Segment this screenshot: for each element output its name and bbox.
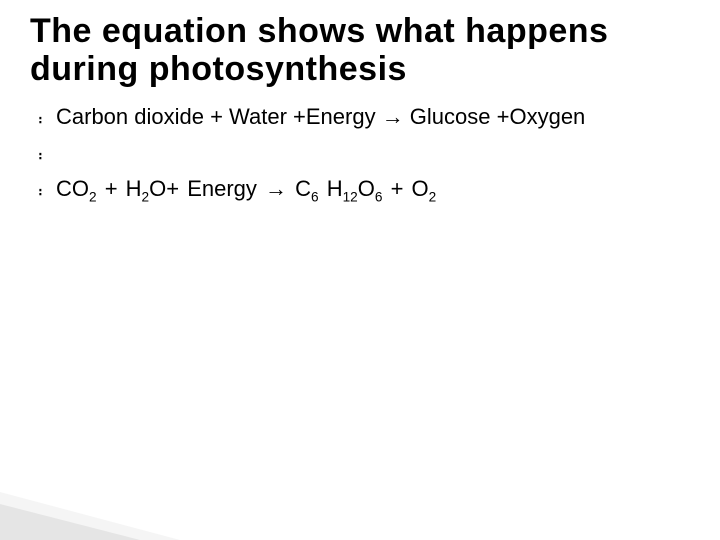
bullet-marker-icon: ։ [38,102,56,132]
bullet-item: ։ CO2 + H2O+ Energy → C6 H12O6 + O2 [38,174,690,204]
bullet-list: ։ Carbon dioxide + Water +Energy → Gluco… [38,102,690,204]
corner-accent-front [0,504,140,540]
bullet-item: ։ [38,138,690,168]
bullet-text-word-equation: Carbon dioxide + Water +Energy → Glucose… [56,102,585,132]
bullet-marker-icon: ։ [38,138,56,168]
bullet-marker-icon: ։ [38,174,56,204]
slide: The equation shows what happens during p… [0,0,720,540]
bullet-item: ։ Carbon dioxide + Water +Energy → Gluco… [38,102,690,132]
slide-title: The equation shows what happens during p… [30,12,690,88]
bullet-text-chemical-equation: CO2 + H2O+ Energy → C6 H12O6 + O2 [56,174,436,204]
